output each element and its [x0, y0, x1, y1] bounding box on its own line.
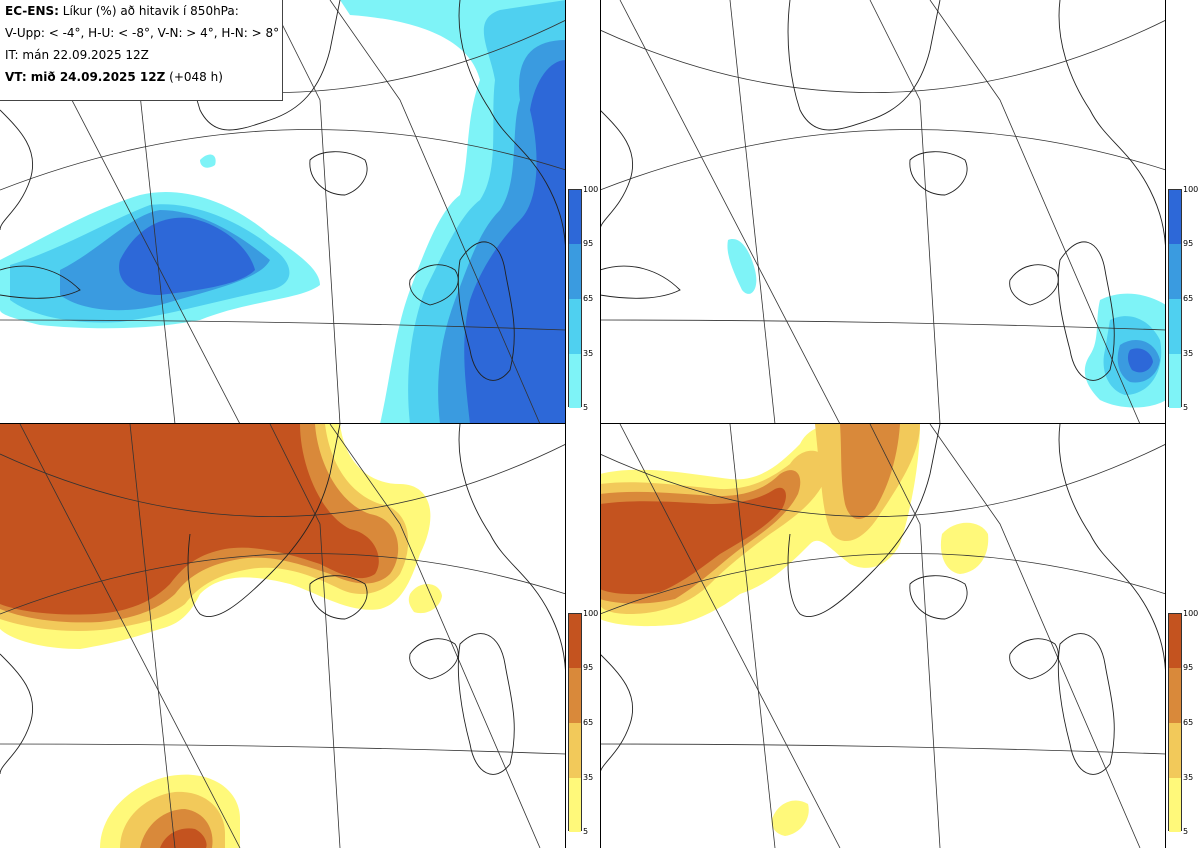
tick-label: 100 [583, 609, 599, 618]
cold-prob-field [727, 239, 1166, 408]
legend-product: EC-ENS: [5, 4, 59, 18]
cold-prob-field [0, 0, 566, 424]
graticule [600, 424, 1166, 848]
graticule [600, 0, 1166, 424]
warm-prob-field [0, 424, 442, 848]
warm-prob-field [600, 424, 989, 836]
legend-box: EC-ENS: Líkur (%) að hitavik í 850hPa: V… [0, 0, 283, 101]
tick-label: 5 [1183, 827, 1189, 836]
legend-definitions: V-Upp: < -4°, H-U: < -8°, V-N: > 4°, H-N… [5, 26, 280, 40]
map-cold-minus8 [600, 0, 1166, 424]
tick-label: 5 [583, 827, 589, 836]
tick-label: 95 [583, 239, 594, 248]
panel-divider [600, 423, 1166, 424]
tick-label: 100 [1183, 609, 1199, 618]
legend-line-4: VT: mið 24.09.2025 12Z (+048 h) [0, 66, 282, 88]
tick-label: 100 [1183, 185, 1199, 194]
colorbar-warm-bl [568, 613, 582, 832]
legend-lead-time: (+048 h) [169, 70, 223, 84]
panel-warm-plus4 [0, 424, 566, 848]
tick-label: 95 [583, 663, 594, 672]
coastlines [600, 424, 1166, 775]
legend-valid-time: VT: mið 24.09.2025 12Z [5, 70, 166, 84]
tick-label: 100 [583, 185, 599, 194]
map-warm-plus4 [0, 424, 566, 848]
panel-cold-minus4 [0, 0, 566, 424]
panel-divider [600, 0, 601, 848]
panel-divider [565, 0, 566, 848]
tick-label: 35 [583, 349, 594, 358]
panel-divider [0, 423, 566, 424]
tick-label: 95 [1183, 239, 1194, 248]
tick-label: 5 [1183, 403, 1189, 412]
tick-label: 65 [1183, 294, 1194, 303]
colorbar-cold-tr [1168, 189, 1182, 408]
map-cold-minus4 [0, 0, 566, 424]
map-warm-plus8 [600, 424, 1166, 848]
coastlines [0, 424, 566, 775]
colorbar-cold-tl [568, 189, 582, 408]
panel-cold-minus8 [600, 0, 1166, 424]
tick-label: 5 [583, 403, 589, 412]
panel-divider [1165, 0, 1166, 848]
tick-label: 95 [1183, 663, 1194, 672]
panel-warm-plus8 [600, 424, 1166, 848]
tick-label: 65 [583, 294, 594, 303]
tick-label: 65 [1183, 718, 1194, 727]
colorbar-warm-br [1168, 613, 1182, 832]
coastlines [600, 0, 1166, 381]
legend-init-time: IT: mán 22.09.2025 12Z [5, 48, 149, 62]
graticule [0, 424, 566, 848]
legend-line-1: EC-ENS: Líkur (%) að hitavik í 850hPa: [0, 0, 282, 22]
tick-label: 65 [583, 718, 594, 727]
tick-label: 35 [1183, 349, 1194, 358]
legend-title: Líkur (%) að hitavik í 850hPa: [62, 4, 239, 18]
tick-label: 35 [583, 773, 594, 782]
tick-label: 35 [1183, 773, 1194, 782]
